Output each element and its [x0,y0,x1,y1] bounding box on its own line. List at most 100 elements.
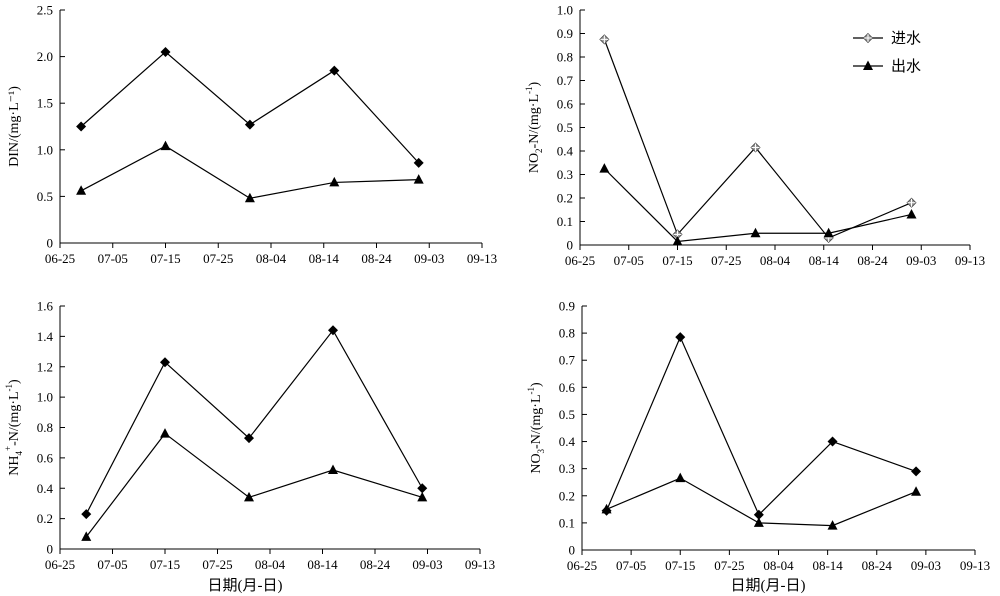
x-tick-label: 08-04 [760,253,791,268]
x-tick-label: 09-13 [465,557,495,572]
data-point [675,472,686,483]
data-point [244,433,254,444]
y-tick-label: 0.3 [559,461,575,476]
y-tick-label: 0.2 [557,191,573,206]
y-axis-title: DIN/(mg·L⁻¹) [7,86,22,167]
y-title-sup: -1 [526,387,536,395]
x-tick-label: 06-25 [45,251,75,266]
y-title-sup: -1 [4,384,14,392]
legend-label: 出水 [891,58,921,75]
y-title-sub: 4 [14,450,24,455]
x-tick-label: 07-15 [150,251,180,266]
y-tick-label: 0 [567,238,574,253]
data-point [81,531,92,541]
series-line [80,145,419,199]
data-point [599,163,610,173]
data-point [753,509,764,520]
data-point [906,208,917,219]
data-point [911,486,922,496]
data-point [329,65,340,76]
x-tick-label: 07-25 [711,253,741,268]
data-point [413,174,424,184]
x-tick-label: 09-03 [412,557,442,572]
y-title-part: NO [529,453,544,473]
y-tick-label: 0.5 [559,407,575,422]
y-tick-label: 1.2 [37,359,53,374]
y-title-part: -N/(mg·L [7,391,22,445]
y-tick-label: 0.6 [37,450,54,465]
data-point [160,428,170,438]
x-tick-label: 07-15 [150,557,180,572]
x-tick-label: 07-25 [202,557,232,572]
y-title-part: ) [7,379,22,384]
y-tick-label: 0 [47,236,54,251]
data-point [244,119,255,130]
x-tick-label: 09-13 [467,251,497,266]
data-point [160,140,171,151]
y-title-sub: 2 [534,148,544,153]
x-tick-label: 07-25 [203,251,233,266]
x-tick-label: 09-03 [414,251,444,266]
y-tick-label: 0.2 [559,488,575,503]
x-tick-label: 07-05 [97,557,127,572]
y-tick-label: 0.4 [559,434,576,449]
y-axis-title: NO2-N/(mg·L-1) [524,82,544,174]
y-tick-label: 0.2 [37,511,53,526]
y-tick-label: 0.8 [37,420,53,435]
panel-top-right: 06-25 07-05 07-15 07-25 08-04 08-14 08-24 09-03… [524,3,985,269]
y-tick-label: 0.8 [557,50,573,65]
data-point [417,491,428,502]
data-point [823,227,834,238]
data-point [329,176,340,187]
x-axis-title-left: 日期(月-日) [208,577,283,594]
y-tick-label: 0.5 [557,120,573,135]
y-tick-label: 0.9 [557,26,573,41]
data-point [672,235,683,246]
data-point [76,185,87,195]
panel-top-left: 06-25 07-05 07-15 07-25 08-04 08-14 08-24 09-03… [7,3,497,267]
y-tick-label: 1.0 [557,3,573,18]
y-title-part: -N/(mg·L [529,395,544,449]
y-tick-label: 0.7 [557,73,574,88]
y-tick-label: 0.6 [557,97,574,112]
x-tick-label: 08-24 [862,558,893,573]
y-title-sub: 3 [536,448,546,453]
legend-label: 进水 [891,30,921,47]
y-title-part: ) [527,82,542,87]
y-tick-label: 1.0 [37,390,53,405]
data-point [81,509,92,520]
y-tick-label: 1.4 [37,329,54,344]
x-tick-label: 07-15 [662,253,692,268]
y-title-part: -N/(mg·L [527,94,542,148]
panel-bottom-right: 06-25 07-05 07-15 07-25 08-04 08-14 08-24 09-03… [526,299,990,574]
x-tick-label: 07-25 [714,558,744,573]
y-tick-label: 0.1 [557,214,573,229]
x-tick-label: 09-03 [906,253,936,268]
y-tick-label: 1.5 [37,96,53,111]
y-title-part: NO [527,153,542,173]
x-tick-label: 06-25 [565,253,595,268]
data-point [750,227,761,238]
y-tick-label: 1.6 [37,299,54,314]
y-title-sup: + [3,446,13,451]
y-tick-label: 0.4 [557,144,574,159]
data-point [160,357,170,368]
x-tick-label: 07-05 [614,253,644,268]
legend-marker [863,60,873,70]
x-tick-label: 08-14 [307,557,338,572]
x-tick-label: 08-24 [361,251,392,266]
data-point [675,332,686,343]
x-tick-label: 09-13 [955,253,985,268]
x-tick-label: 08-14 [812,558,843,573]
series-inflow [76,46,424,168]
x-tick-label: 08-04 [763,558,794,573]
data-point [413,157,424,168]
y-tick-label: 0.5 [37,189,53,204]
series-line [603,168,912,243]
y-tick-label: 0 [569,543,576,558]
x-tick-label: 07-15 [665,558,695,573]
series-line [606,335,917,516]
y-title-part: ) [529,382,544,387]
y-tick-label: 0.9 [559,299,575,314]
